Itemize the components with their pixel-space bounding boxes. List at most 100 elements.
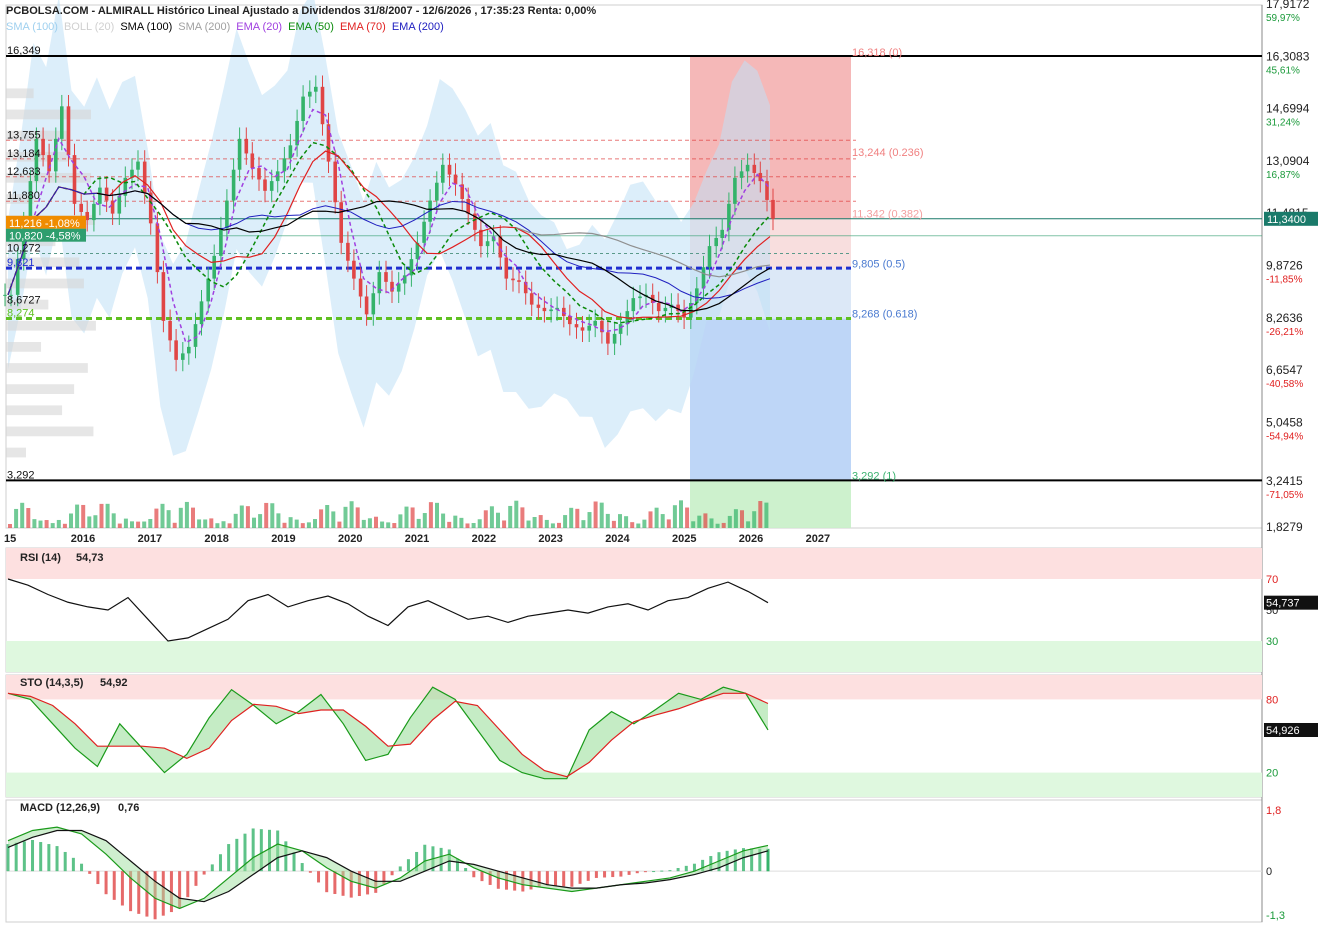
- candle-body: [162, 272, 166, 321]
- volume-bar: [575, 509, 579, 528]
- candle-body: [714, 238, 718, 246]
- volume-bar: [484, 510, 488, 528]
- volume-bar: [26, 508, 30, 528]
- current-price-text: 11,3400: [1267, 214, 1306, 226]
- price-badge-text: 10,820 -4,58%: [9, 231, 81, 243]
- volume-bar: [588, 512, 592, 528]
- macd-histogram-bar: [39, 842, 42, 871]
- price-badge-text: 11,216 -1,08%: [9, 218, 80, 230]
- volume-bar: [630, 522, 634, 528]
- volume-bar: [106, 504, 110, 528]
- candle-body: [505, 257, 509, 278]
- volume-bar: [344, 507, 348, 528]
- candle-body: [339, 202, 343, 243]
- candle-body: [346, 243, 350, 261]
- volume-bar: [173, 523, 177, 528]
- macd-histogram-bar: [570, 871, 573, 887]
- volume-bar: [642, 520, 646, 528]
- x-axis-label: 2021: [405, 533, 429, 545]
- candle-body: [283, 158, 287, 171]
- price-axis-tick: 6,6547: [1266, 363, 1303, 377]
- sto-label: STO (14,3,5): [20, 677, 84, 689]
- volume-bar: [179, 508, 183, 528]
- fib-label: 8,268 (0.618): [852, 309, 917, 321]
- macd-histogram-bar: [652, 871, 655, 872]
- volume-bar: [276, 513, 280, 528]
- legend-item: EMA (70): [340, 21, 386, 33]
- price-axis-tick: 17,9172: [1266, 0, 1310, 11]
- volume-bar: [124, 519, 128, 528]
- price-axis-pct: 16,87%: [1266, 170, 1300, 181]
- volume-bar: [87, 516, 91, 528]
- macd-axis-tick: 0: [1266, 866, 1272, 878]
- volume-bar: [716, 524, 720, 528]
- candle-body: [619, 324, 623, 334]
- chart-title: PCBOLSA.COM - ALMIRALL Histórico Lineal …: [6, 5, 596, 17]
- volume-bar: [325, 505, 329, 528]
- volume-bar: [466, 523, 470, 528]
- candle-body: [372, 293, 376, 314]
- volume-bar: [228, 523, 232, 528]
- volume-bar: [283, 523, 287, 528]
- volume-bar: [203, 519, 207, 528]
- price-axis-pct: -71,05%: [1266, 490, 1303, 501]
- volume-bar: [752, 511, 756, 528]
- sto-axis-tick: 80: [1266, 694, 1278, 706]
- candle-body: [181, 353, 185, 360]
- volume-bar: [130, 521, 134, 528]
- candle-body: [245, 139, 249, 154]
- candle-body: [384, 272, 388, 282]
- candle-body: [511, 279, 515, 281]
- candle-body: [365, 296, 369, 314]
- volume-bar: [740, 510, 744, 528]
- candle-body: [740, 171, 744, 178]
- macd-histogram-bar: [309, 871, 312, 873]
- volume-bar: [411, 507, 415, 528]
- macd-histogram-bar: [546, 871, 549, 885]
- candle-body: [359, 279, 363, 297]
- left-level-label: 11,880: [7, 190, 40, 202]
- volume-profile-bar: [6, 110, 91, 120]
- price-axis-pct: -54,94%: [1266, 431, 1303, 442]
- candle-body: [727, 204, 731, 230]
- volume-bar: [606, 514, 610, 528]
- volume-bar: [502, 520, 506, 528]
- candle-body: [232, 170, 236, 201]
- volume-bar: [331, 511, 335, 528]
- volume-bar: [734, 509, 738, 528]
- volume-bar: [215, 523, 219, 528]
- volume-bar: [710, 518, 714, 528]
- volume-bar: [405, 507, 409, 528]
- legend-item: SMA (100): [6, 21, 58, 33]
- candle-body: [301, 97, 305, 121]
- macd-histogram-bar: [464, 868, 467, 871]
- volume-bar: [764, 503, 768, 528]
- macd-histogram-bar: [194, 871, 197, 886]
- volume-bar: [319, 509, 323, 528]
- macd-histogram-bar: [211, 864, 214, 871]
- volume-bar: [234, 514, 238, 528]
- volume-bar: [154, 509, 158, 528]
- rsi-value: 54,73: [76, 552, 104, 564]
- candle-body: [771, 200, 775, 219]
- indicators-legend: SMA (100) BOLL (20) SMA (100) SMA (200) EMA …: [6, 21, 450, 33]
- volume-bar: [697, 516, 701, 528]
- volume-bar: [258, 514, 262, 528]
- fib-label: 16,318 (0): [852, 47, 902, 59]
- legend-item: EMA (50): [288, 21, 334, 33]
- candle-body: [549, 309, 553, 311]
- volume-bar: [417, 519, 421, 528]
- volume-bar: [197, 519, 201, 528]
- x-axis-label: 2025: [672, 533, 696, 545]
- volume-bar: [441, 514, 445, 528]
- candle-body: [593, 321, 597, 326]
- macd-histogram-bar: [554, 871, 557, 886]
- price-axis-tick: 16,3083: [1266, 49, 1310, 63]
- volume-bar: [527, 521, 531, 528]
- candle-body: [270, 181, 274, 191]
- volume-bar: [649, 511, 653, 528]
- macd-histogram-bar: [587, 871, 590, 881]
- volume-bar: [685, 508, 689, 528]
- volume-bar: [679, 500, 683, 528]
- volume-bar: [453, 516, 457, 528]
